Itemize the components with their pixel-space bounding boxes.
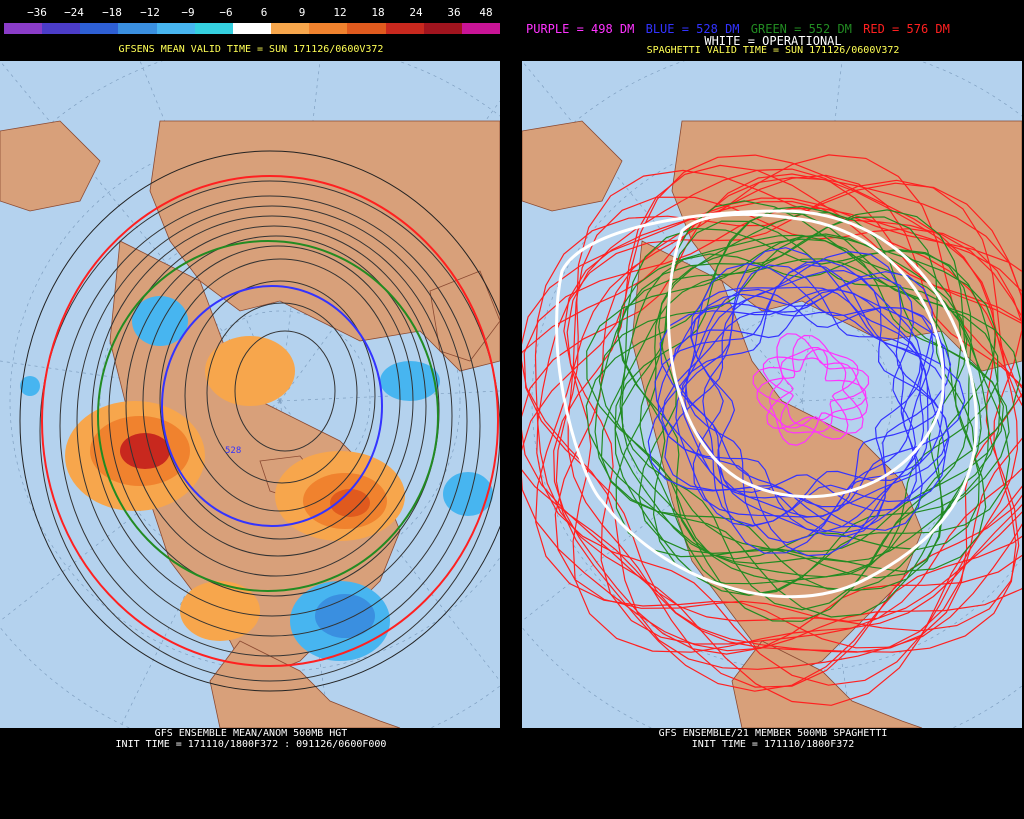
spaghetti-legend: PURPLE = 498 DM BLUE = 528 DM GREEN = 55… [526,22,1024,36]
spaghetti-member-line [594,209,982,618]
mean-anomaly-map: 528 [0,61,500,728]
purple-498-contours [752,333,870,446]
spaghetti-member-line [522,173,1020,632]
scale-swatch [347,23,386,34]
spaghetti-member-line [555,169,1022,692]
spaghetti-member-line [769,333,869,446]
polar-map-left: 528 [0,61,500,728]
spaghetti-member-line [659,289,952,538]
scale-swatch [4,23,43,34]
spaghetti-product-title: GFS ENSEMBLE/21 MEMBER 500MB SPAGHETTI [658,728,888,739]
spaghetti-init-time: INIT TIME = 171110/1800F372 [691,739,855,750]
spaghetti-member-line [675,247,946,527]
legend-purple: PURPLE = 498 DM [526,22,635,36]
anomaly-color-scale [4,23,501,34]
mean-product-title: GFS ENSEMBLE MEAN/ANOM 500MB HGT [154,728,348,739]
operational-contours [555,209,978,599]
panel-divider [502,0,522,819]
polar-map-right [522,61,1022,728]
spaghetti-member-line [654,259,923,531]
contour-label-528: 528 [225,446,241,456]
green-552-contours [585,200,1021,622]
spaghetti-member-line [702,264,929,527]
spaghetti-member-line [522,176,1022,653]
spaghetti-member-line [553,164,1022,655]
spaghetti-member-line [752,348,859,440]
spaghetti-member-line [617,258,999,578]
scale-swatch [232,23,272,34]
spaghetti-member-line [522,154,1022,652]
spaghetti-member-line [617,234,1021,585]
scale-swatch [156,23,195,34]
spaghetti-member-line [522,197,1022,670]
anomaly-scale-labels: −36 −24 −18 −12 −9 −6 6 9 12 18 24 36 48 [0,6,502,20]
scale-label: −9 [181,6,195,19]
spaghetti-member-line [684,263,946,554]
legend-blue: BLUE = 528 DM [645,22,740,36]
spaghetti-member-line [671,289,923,528]
scale-swatch [80,23,119,34]
spaghetti-member-line [614,210,980,560]
spaghetti-member-line [647,250,950,534]
spaghetti-member-line [762,356,870,434]
spaghetti-panel: PURPLE = 498 DM BLUE = 528 DM GREEN = 55… [522,0,1024,819]
scale-swatch [423,23,462,34]
scale-label: 48 [479,6,493,19]
scale-swatch [385,23,424,34]
spaghetti-member-line [756,334,864,434]
red-576-contours [522,154,1022,706]
mean-anomaly-panel: −36 −24 −18 −12 −9 −6 6 9 12 18 24 36 48… [0,0,502,819]
scale-swatch [118,23,157,34]
scale-label: 9 [298,6,306,19]
legend-operational: WHITE = OPERATIONAL [704,34,842,48]
scale-swatch [42,23,81,34]
scale-label: −12 [140,6,160,19]
spaghetti-member-line [657,271,933,557]
scale-label: −18 [102,6,122,19]
scale-label: −24 [64,6,84,19]
spaghetti-member-line [661,277,917,533]
scale-label: 24 [409,6,423,19]
scale-label: 36 [447,6,461,19]
scale-swatch [194,23,233,34]
scale-label: −6 [219,6,233,19]
spaghetti-member-line [600,216,976,591]
spaghetti-map [522,61,1022,728]
scale-label: 12 [333,6,347,19]
spaghetti-member-line [598,233,968,579]
scale-label: −36 [27,6,47,19]
spaghetti-valid-time: SPAGHETTI VALID TIME = SUN 171126/0600V3… [646,45,900,56]
scale-swatch [309,23,348,34]
spaghetti-member-line [554,174,1022,623]
spaghetti-member-line [766,347,867,430]
mean-init-time: INIT TIME = 171110/1800F372 : 091126/060… [115,739,387,750]
scale-label: 6 [260,6,268,19]
spaghetti-member-line [638,238,1004,555]
spaghetti-member-line [534,182,1022,706]
scale-swatch [271,23,310,34]
scale-label: 18 [371,6,385,19]
legend-red: RED = 576 DM [863,22,950,36]
scale-swatch [461,23,501,34]
spaghetti-member-line [535,154,1022,649]
mean-valid-time: GFSENS MEAN VALID TIME = SUN 171126/0600… [118,44,384,55]
legend-green: GREEN = 552 DM [750,22,852,36]
